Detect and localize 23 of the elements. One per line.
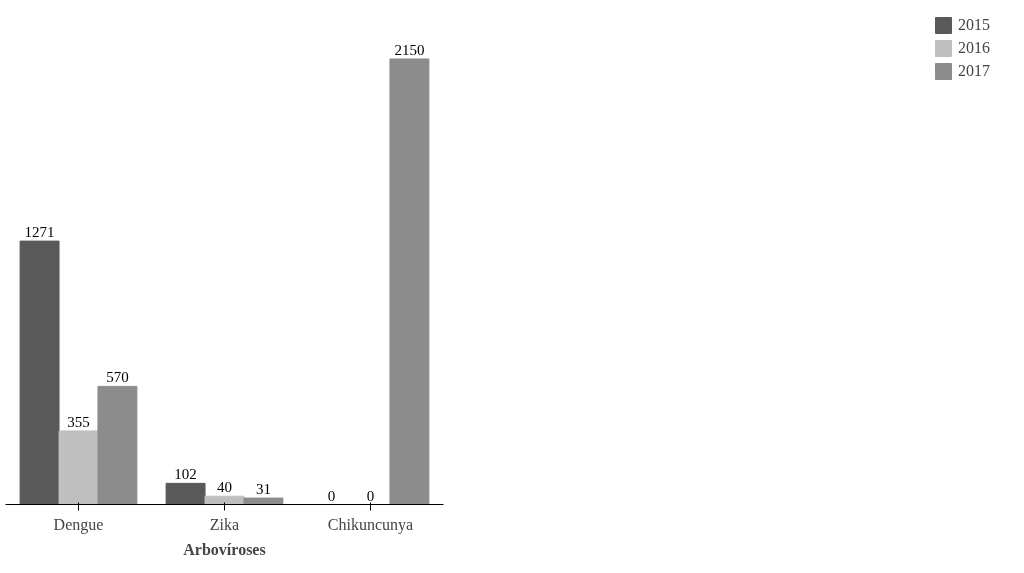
legend-label: 2015 xyxy=(958,16,990,34)
bar xyxy=(243,497,284,505)
data-label: 2150 xyxy=(394,41,425,58)
x-tick-label: Chikuncunya xyxy=(327,515,414,534)
legend-label: 2016 xyxy=(958,39,990,57)
bar xyxy=(58,430,99,505)
bar xyxy=(165,482,206,505)
data-label: 40 xyxy=(217,479,232,496)
bar xyxy=(389,58,430,505)
data-label: 0 xyxy=(327,487,336,504)
data-label: 355 xyxy=(67,413,90,430)
bar xyxy=(204,495,245,505)
bar xyxy=(97,385,138,505)
x-axis-title: Arbovíroses xyxy=(183,540,266,558)
data-label: 31 xyxy=(255,481,271,498)
data-label: 0 xyxy=(366,487,375,504)
legend-label: 2017 xyxy=(958,62,990,80)
bar xyxy=(19,240,60,505)
x-tick-label: Dengue xyxy=(53,515,104,534)
data-label: 1271 xyxy=(24,224,55,241)
data-label: 102 xyxy=(174,466,197,483)
data-label: 570 xyxy=(106,369,129,386)
x-tick-label: Zika xyxy=(209,515,240,533)
